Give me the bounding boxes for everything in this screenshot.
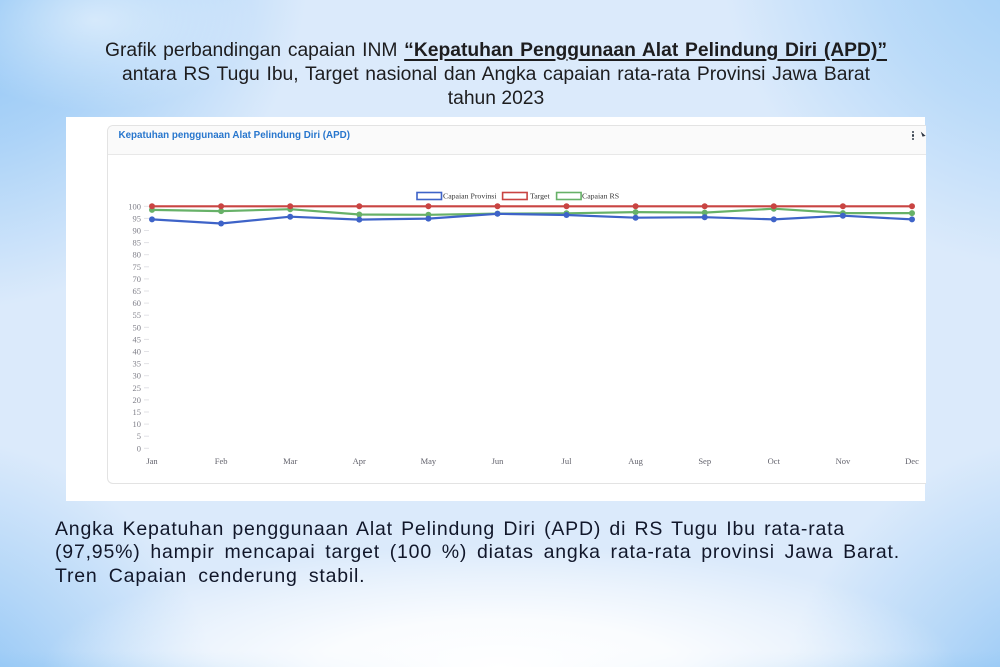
svg-text:60: 60 — [133, 298, 142, 308]
svg-text:Nov: Nov — [836, 456, 851, 466]
svg-text:35: 35 — [133, 359, 142, 369]
svg-text:Feb: Feb — [215, 456, 228, 466]
svg-text:100: 100 — [128, 201, 141, 211]
svg-text:Aug: Aug — [628, 456, 643, 466]
svg-text:75: 75 — [133, 262, 142, 272]
svg-text:20: 20 — [133, 395, 142, 405]
svg-text:Oct: Oct — [768, 456, 781, 466]
svg-text:May: May — [421, 456, 437, 466]
svg-text:15: 15 — [133, 407, 142, 417]
svg-text:Capaian RS: Capaian RS — [582, 192, 619, 201]
svg-text:50: 50 — [133, 322, 142, 332]
svg-text:25: 25 — [133, 383, 142, 393]
svg-text:0: 0 — [137, 443, 141, 453]
svg-text:5: 5 — [137, 431, 141, 441]
svg-text:55: 55 — [133, 310, 142, 320]
svg-text:45: 45 — [133, 334, 142, 344]
svg-text:90: 90 — [133, 226, 142, 236]
svg-text:70: 70 — [133, 274, 142, 284]
svg-text:Apr: Apr — [353, 456, 366, 466]
svg-text:Capaian Provinsi: Capaian Provinsi — [443, 192, 497, 201]
svg-text:Sep: Sep — [698, 456, 711, 466]
svg-text:Mar: Mar — [283, 456, 297, 466]
svg-text:95: 95 — [133, 213, 142, 223]
svg-text:40: 40 — [133, 347, 142, 357]
svg-text:Jul: Jul — [562, 456, 573, 466]
svg-text:30: 30 — [133, 371, 142, 381]
svg-text:10: 10 — [133, 419, 142, 429]
svg-text:85: 85 — [133, 238, 142, 248]
svg-text:Target: Target — [530, 192, 550, 201]
svg-text:Dec: Dec — [905, 456, 919, 466]
svg-text:65: 65 — [133, 286, 142, 296]
svg-text:Jan: Jan — [146, 456, 158, 466]
svg-text:Jun: Jun — [492, 456, 505, 466]
svg-text:80: 80 — [133, 250, 142, 260]
